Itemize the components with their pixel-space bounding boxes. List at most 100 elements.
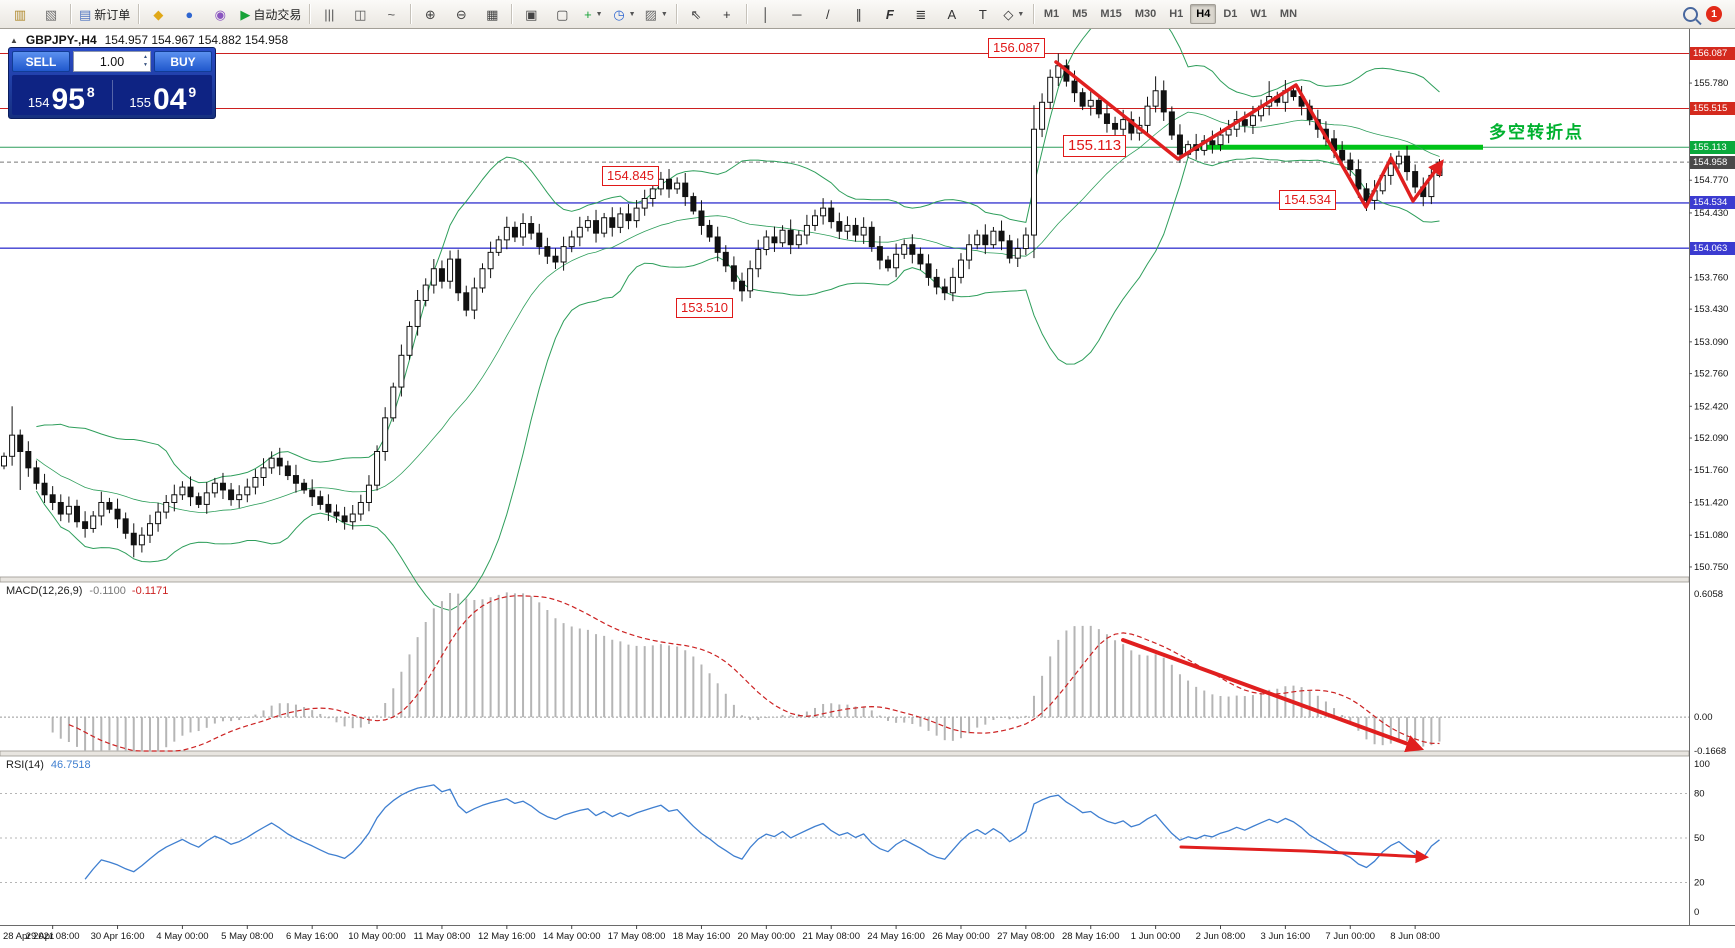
price-callout-156.087[interactable]: 156.087 [988,38,1045,58]
navigator-button[interactable]: ◉ [205,2,235,27]
vertical-line-button[interactable]: │ [751,2,781,27]
macd-main-value: -0.1100 [89,585,126,597]
price-callout-154.845[interactable]: 154.845 [602,166,659,186]
text-button[interactable]: A [937,2,967,27]
search-icon[interactable] [1683,6,1702,25]
price-trend-arrow[interactable] [1054,60,1444,209]
price-tag-156.087: 156.087 [1690,47,1735,60]
horizontal-line-button[interactable]: ─ [782,2,812,27]
label-button[interactable]: T [968,2,998,27]
favorites-button[interactable]: ◆ [143,2,173,27]
rsi-indicator-label: RSI(14) 46.7518 [6,759,91,771]
timeframe-m1-button[interactable]: M1 [1043,8,1060,20]
price-callout-154.534[interactable]: 154.534 [1279,190,1336,210]
ask-prefix: 155 [129,95,152,110]
indicators-button[interactable]: + ▼ [578,2,608,27]
svg-text:3 Jun 16:00: 3 Jun 16:00 [1261,931,1311,942]
volume-up-icon[interactable]: ▲ [143,54,148,60]
timeframe-h4-button[interactable]: H4 [1190,4,1217,24]
channel-icon: ∥ [855,6,863,22]
fibonacci-button[interactable]: F [875,2,905,27]
volume-stepper[interactable]: ▲ ▼ [143,53,148,69]
ask-price-display[interactable]: 155 04 9 [114,75,213,115]
quote-panel-toggle-icon[interactable]: ▲ [10,35,18,45]
timeframe-h1-button[interactable]: H1 [1169,8,1184,20]
price-callout-153.510[interactable]: 153.510 [676,298,733,318]
svg-text:152.760: 152.760 [1694,369,1728,380]
timeframe-m15-button[interactable]: M15 [1100,8,1122,20]
cursor-button[interactable]: ⇖ [681,2,711,27]
shapes-button[interactable]: ◇ ▼ [999,2,1029,27]
new-order-button[interactable]: ▤ 新订单 [75,2,134,27]
autotrading-button[interactable]: ▶ 自动交易 [236,2,305,27]
ask-sup-digit: 9 [188,84,197,100]
pane-separator-rsi[interactable] [0,751,1689,757]
timeframe-mn-button[interactable]: MN [1279,8,1298,20]
autotrading-button-label: 自动交易 [253,7,302,22]
svg-text:155.780: 155.780 [1694,78,1728,89]
chart-candles-button[interactable]: ◫ [345,2,375,27]
sell-button[interactable]: SELL [12,51,70,72]
notification-badge[interactable]: 1 [1706,6,1722,22]
tile-windows-button[interactable]: ▦ [477,2,507,27]
chart-line-button[interactable]: ~ [376,2,406,27]
new-window-button[interactable]: ▣ [516,2,546,27]
cycle-lines-button[interactable]: ≣ [906,2,936,27]
chart-bars-button[interactable]: ||| [314,2,344,27]
svg-text:152.090: 152.090 [1694,433,1728,444]
cursor-icon: ⇖ [690,6,702,22]
svg-text:24 May 16:00: 24 May 16:00 [867,931,925,942]
svg-text:1 Jun 00:00: 1 Jun 00:00 [1131,931,1181,942]
macd-trend-arrow[interactable] [1121,638,1425,753]
navigator-icon: ◉ [214,6,226,22]
timeframe-w1-button[interactable]: W1 [1250,8,1267,20]
timeframe-m30-button[interactable]: M30 [1134,8,1157,20]
svg-text:7 Jun 00:00: 7 Jun 00:00 [1325,931,1375,942]
auto-arrange-button[interactable]: ▢ [547,2,577,27]
timeframe-d1-button[interactable]: D1 [1223,8,1238,20]
bid-price-display[interactable]: 154 95 8 [12,75,111,115]
periods-button[interactable]: ◷ ▼ [609,2,639,27]
toolbar-separator [511,4,513,24]
bid-prefix: 154 [27,95,50,110]
new-chart-button[interactable]: ▥ [5,2,35,27]
zoom-out-icon: ⊖ [455,6,467,22]
market-watch-button[interactable]: ● [174,2,204,27]
svg-text:151.420: 151.420 [1694,497,1728,508]
templates-button[interactable]: ▨ ▼ [641,2,672,27]
timeframe-m5-button[interactable]: M5 [1072,8,1088,20]
indicators-icon: + [584,6,592,22]
svg-text:2 Jun 08:00: 2 Jun 08:00 [1196,931,1246,942]
new-order-button-label: 新订单 [94,7,131,22]
trend-arrows [1054,60,1444,864]
svg-text:29 Apr 08:00: 29 Apr 08:00 [26,931,80,942]
svg-text:151.760: 151.760 [1694,465,1728,476]
volume-input[interactable]: 1.00 ▲ ▼ [73,51,151,72]
rsi-pane: 100 80 50 20 0 [0,759,1710,918]
svg-text:100: 100 [1694,759,1710,770]
price-tag-154.063: 154.063 [1690,241,1735,255]
price-tag-155.113: 155.113 [1690,140,1735,154]
rsi-trend-arrow[interactable] [1179,845,1430,864]
price-scale[interactable] [1689,29,1735,925]
price-callout-155.113[interactable]: 155.113 [1063,135,1127,158]
dropdown-caret-icon: ▼ [595,10,603,18]
trendline-button[interactable]: / [813,2,843,27]
time-scale[interactable] [0,925,1689,948]
pane-separator-macd[interactable] [0,577,1689,583]
zoom-in-button[interactable]: ⊕ [415,2,445,27]
turning-point-annotation[interactable]: 多空转折点 [1489,123,1584,142]
svg-text:6 May 16:00: 6 May 16:00 [286,931,338,942]
volume-down-icon[interactable]: ▼ [143,62,148,68]
crosshair-button[interactable]: + [712,2,742,27]
svg-text:21 May 08:00: 21 May 08:00 [802,931,860,942]
pane-frames [0,29,1735,926]
toolbar-separator [70,4,71,24]
svg-text:10 May 00:00: 10 May 00:00 [348,931,406,942]
channel-button[interactable]: ∥ [844,2,874,27]
profiles-button[interactable]: ▧ [36,2,66,27]
zoom-out-button[interactable]: ⊖ [446,2,476,27]
toolbar-separator [745,4,747,24]
buy-button[interactable]: BUY [154,51,212,72]
